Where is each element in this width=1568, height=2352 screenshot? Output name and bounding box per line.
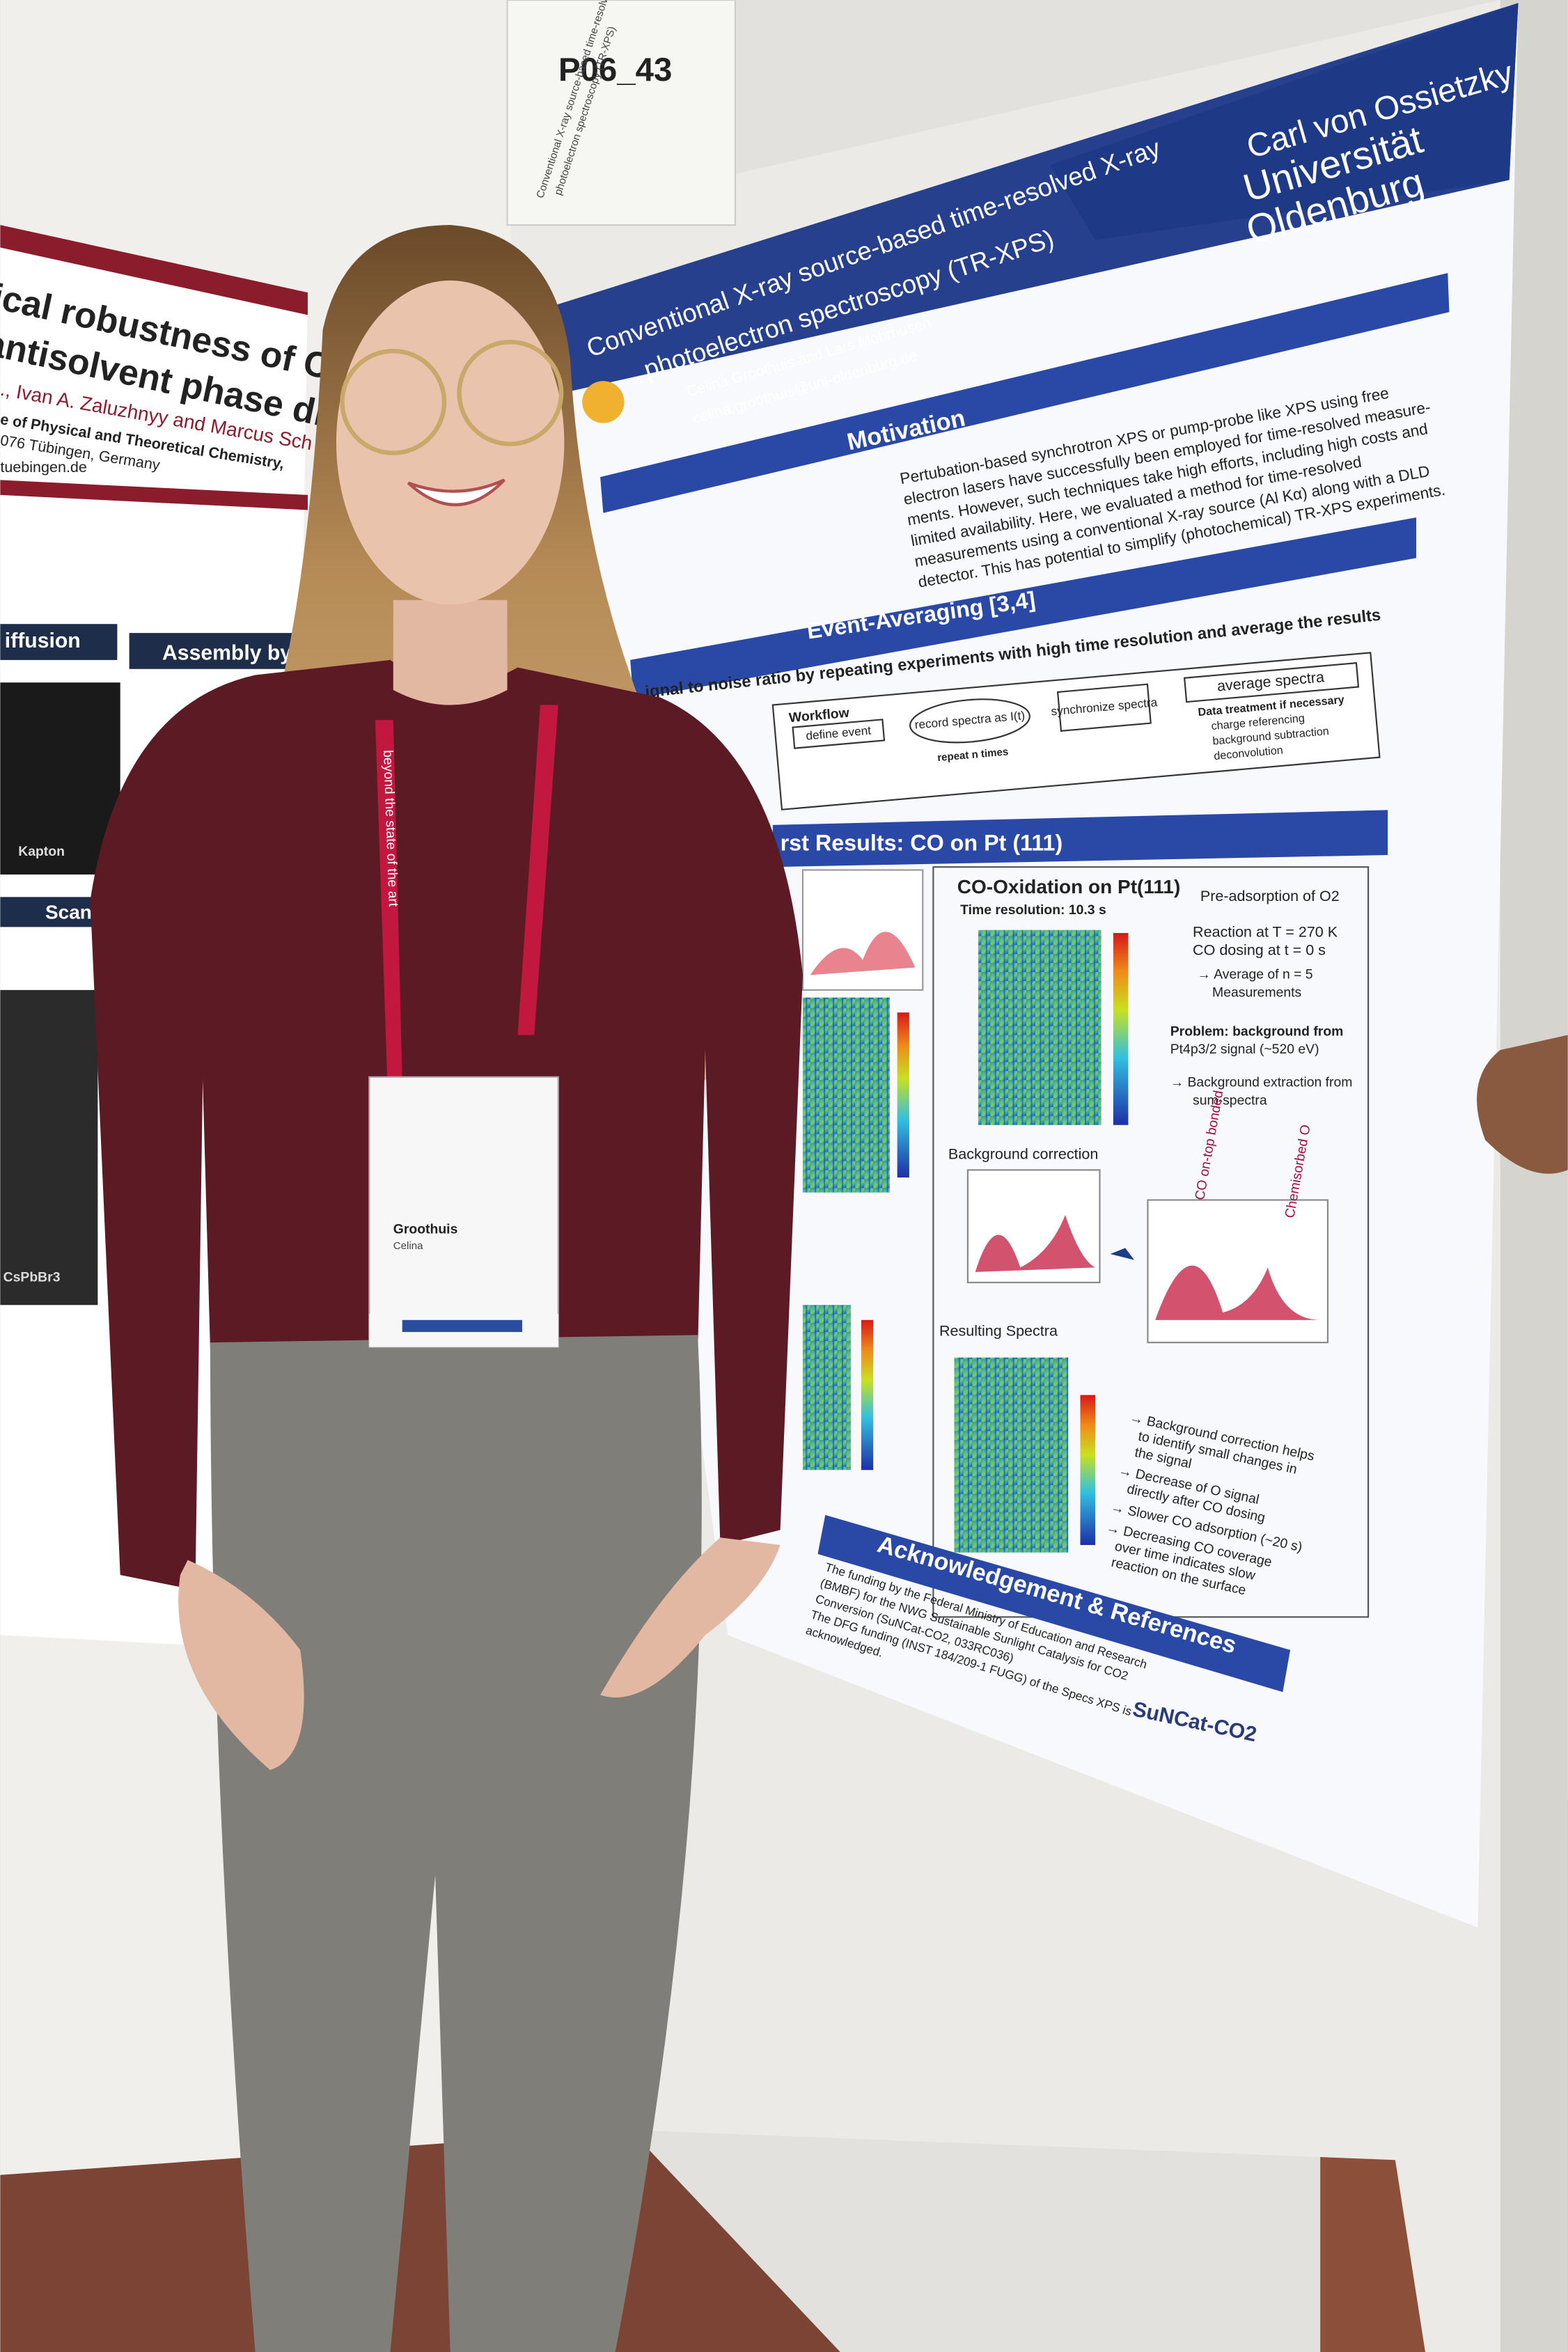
spectrum xyxy=(975,1215,1096,1272)
condition: → Average of n = 5 xyxy=(1198,966,1313,982)
heatmap xyxy=(978,930,1101,1125)
sign-label: P06_43 xyxy=(558,52,672,88)
section-bar xyxy=(630,517,1417,699)
smile xyxy=(407,478,505,507)
condition: Pt4p3/2 signal (~520 eV) xyxy=(1170,1042,1319,1057)
glasses xyxy=(340,348,447,455)
workflow: Workflow define event record spectra as … xyxy=(771,652,1381,810)
lanyard xyxy=(375,705,558,1081)
badge-surname: Groothuis xyxy=(393,1222,458,1237)
spectrum xyxy=(810,932,916,975)
poster-header-accent xyxy=(1050,3,1519,240)
glasses xyxy=(457,339,564,446)
left-image xyxy=(0,989,98,1306)
colorbar xyxy=(1113,932,1129,1125)
logo xyxy=(582,381,625,423)
conditions: Pre-adsorption of O2 Reaction at T = 270… xyxy=(1170,888,1353,1108)
section-bar xyxy=(600,273,1450,513)
subpanel-title: Resulting Spectra xyxy=(939,1323,1058,1340)
badge xyxy=(368,1076,559,1348)
badge-stripe xyxy=(402,1319,523,1333)
step-box xyxy=(1056,683,1152,732)
heatmap xyxy=(802,997,890,1193)
left-section: Scan xyxy=(45,901,92,923)
left-section-bar xyxy=(0,897,106,927)
colorbar xyxy=(861,1319,874,1471)
trousers xyxy=(210,1335,702,2352)
heatmap xyxy=(954,1357,1069,1553)
left-label: CsPbBr3 xyxy=(3,1270,61,1285)
condition: CO dosing at t = 0 s xyxy=(1193,942,1326,959)
step-box xyxy=(1183,662,1360,703)
left-section-bar xyxy=(0,624,118,660)
spectrum xyxy=(1155,1265,1321,1320)
section-header: rst Results: CO on Pt (111) xyxy=(781,830,1063,855)
face xyxy=(336,280,565,605)
left-section: iffusion xyxy=(5,629,81,652)
left-image xyxy=(0,682,120,875)
plot xyxy=(1147,1199,1329,1344)
time-resolution: Time resolution: 10.3 s xyxy=(960,902,1106,918)
left-section-bar xyxy=(129,633,295,669)
left-label: Kapton xyxy=(18,844,65,859)
step-box xyxy=(909,698,1030,744)
left-poster-band xyxy=(0,225,308,315)
other-hand xyxy=(1477,1035,1568,1174)
condition: → Background extraction from xyxy=(1170,1075,1353,1090)
condition: Pre-adsorption of O2 xyxy=(1200,888,1340,904)
colorbar xyxy=(1080,1395,1096,1545)
condition: Problem: background from xyxy=(1170,1024,1344,1039)
left-poster-band xyxy=(0,480,308,510)
badge-first-name: Celina xyxy=(393,1240,423,1252)
sign xyxy=(506,0,737,226)
condition: Measurements xyxy=(1212,985,1301,1000)
panel-title: CO-Oxidation on Pt(111) xyxy=(957,876,1180,897)
heatmap xyxy=(802,1305,851,1471)
hand xyxy=(600,1537,781,1698)
condition: sum-spectra xyxy=(1193,1092,1267,1108)
hand xyxy=(178,1560,304,1771)
pillar xyxy=(1500,0,1568,2352)
left-email: tuebingen.de xyxy=(0,459,87,476)
colorbar xyxy=(897,1012,909,1178)
arrow xyxy=(1110,1248,1135,1260)
neck xyxy=(393,599,508,705)
section-bar xyxy=(817,1514,1291,1693)
step-box xyxy=(792,719,886,749)
workflow-box xyxy=(771,652,1381,810)
condition: Reaction at T = 270 K xyxy=(1193,924,1338,941)
subpanel-title: Background correction xyxy=(948,1146,1098,1163)
section-bar xyxy=(772,810,1388,868)
